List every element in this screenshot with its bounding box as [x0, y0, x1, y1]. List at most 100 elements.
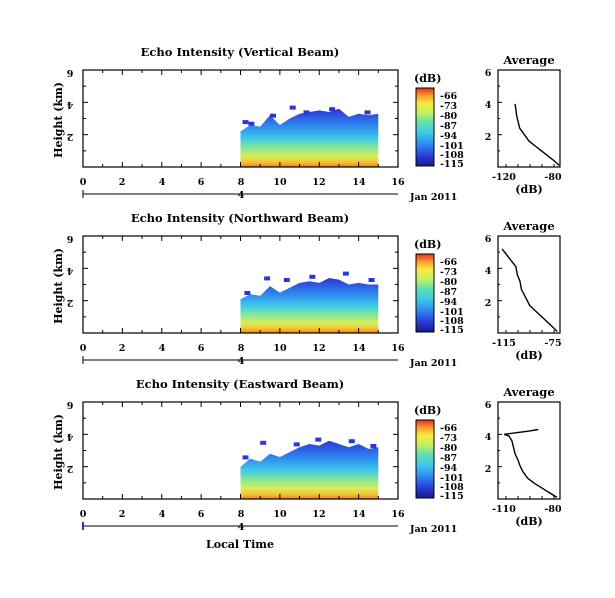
x-tick-label: 8 [238, 509, 245, 520]
x-tick-label: 6 [198, 177, 205, 188]
heatmap-area [240, 271, 379, 333]
colorbar: (dB) -66 -73 -80 -87 -94 -101 -108 -115 [414, 72, 464, 170]
echo-cell [244, 291, 251, 295]
colorbar-tick: -80 [440, 111, 458, 122]
profile-y-tick: 6 [485, 68, 492, 79]
colorbar-tick: -87 [440, 453, 457, 464]
profile-frame [497, 69, 561, 168]
panel-vertical-beam: Echo Intensity (Vertical Beam) Height (k… [52, 45, 562, 203]
colorbar: (dB) -66 -73 -80 -87 -94 -101 -108 -115 [414, 238, 464, 336]
y-tick-label: 2 [67, 463, 74, 474]
echo-cell [364, 110, 371, 115]
profile-x-label: (dB) [515, 515, 542, 528]
date-axis: 4 Jan 2011 Local Time [82, 522, 457, 551]
x-tick-label: 8 [238, 343, 245, 354]
profile-x-tick: -80 [544, 172, 562, 183]
y-axis: 2 4 6 [66, 67, 398, 168]
colorbar-tick: -80 [440, 277, 458, 288]
x-tick-label: 4 [159, 509, 166, 520]
profile-x-tick: -75 [544, 338, 561, 349]
x-axis-label: Local Time [206, 538, 274, 551]
profile-y-tick: 4 [485, 266, 492, 277]
echo-cell [289, 105, 296, 110]
colorbar-tick: -66 [440, 91, 458, 102]
profile-title: Average [502, 53, 554, 67]
profile-y-tick: 2 [485, 132, 492, 143]
y-tick-label: 4 [66, 99, 73, 110]
echo-cell [242, 455, 249, 460]
profile-y-tick: 6 [485, 234, 492, 245]
heatmap-area [240, 437, 379, 499]
y-tick-label: 2 [67, 131, 74, 142]
profile-panel: Average -115 -75 (dB) 2 4 6 [485, 219, 562, 362]
x-axis: 0 2 4 6 8 10 12 14 16 [80, 70, 405, 188]
echo-field [240, 278, 379, 333]
date-month-label: Jan 2011 [409, 192, 457, 203]
date-day-label: 4 [238, 190, 245, 201]
heatmap-area [240, 105, 379, 167]
profile-x-label: (dB) [515, 349, 542, 362]
echo-cell [248, 121, 255, 126]
profile-title: Average [502, 219, 554, 233]
x-tick-label: 10 [273, 509, 287, 520]
colorbar-label: (dB) [414, 72, 441, 85]
x-tick-label: 0 [80, 343, 87, 354]
y-axis: 2 4 6 [66, 233, 398, 334]
profile-x-tick: -120 [492, 172, 516, 183]
date-axis: 4 Jan 2011 [82, 190, 457, 203]
colorbar-tick: -94 [440, 463, 458, 474]
colorbar-tick: -94 [440, 297, 458, 308]
x-tick-label: 16 [391, 509, 405, 520]
colorbar-gradient [415, 419, 435, 499]
colorbar-tick: -115 [440, 325, 464, 336]
colorbar-tick: -94 [440, 131, 458, 142]
y-tick-label: 6 [66, 233, 73, 244]
average-profile-line [501, 248, 558, 332]
colorbar-label: (dB) [414, 404, 441, 417]
y-axis-label: Height (km) [52, 82, 65, 158]
echo-cell [293, 442, 300, 447]
x-tick-label: 12 [312, 177, 325, 188]
colorbar-tick: -73 [440, 433, 457, 444]
y-axis: 2 4 6 [66, 399, 398, 500]
average-profile-line [514, 103, 560, 166]
profile-y-tick: 4 [485, 432, 492, 443]
y-axis-label: Height (km) [52, 414, 65, 490]
colorbar-tick: -115 [440, 491, 464, 502]
echo-cell [342, 271, 349, 276]
panel-title: Echo Intensity (Vertical Beam) [141, 45, 340, 59]
colorbar-gradient [415, 87, 435, 167]
colorbar-tick: -101 [440, 473, 464, 484]
x-tick-label: 2 [119, 509, 126, 520]
echo-field [240, 440, 379, 499]
colorbar-tick: -108 [440, 316, 464, 327]
date-month-label: Jan 2011 [409, 524, 457, 535]
profile-frame [497, 235, 561, 334]
echo-cell [283, 278, 290, 282]
x-tick-label: 10 [273, 343, 287, 354]
profile-x-tick: -110 [492, 504, 516, 515]
colorbar-tick: -108 [440, 482, 464, 493]
x-tick-label: 16 [391, 177, 405, 188]
average-profile-line [503, 428, 558, 498]
date-axis: 4 Jan 2011 [82, 356, 457, 369]
echo-cell [368, 278, 375, 282]
x-tick-label: 12 [312, 509, 325, 520]
panel-title: Echo Intensity (Eastward Beam) [136, 377, 344, 391]
profile-x-tick: -115 [492, 338, 516, 349]
profile-y-tick: 6 [485, 400, 492, 411]
colorbar-label: (dB) [414, 238, 441, 251]
echo-cell [315, 437, 322, 442]
y-tick-label: 6 [66, 399, 73, 410]
x-tick-label: 10 [273, 177, 287, 188]
echo-cell [348, 439, 355, 444]
colorbar-tick: -73 [440, 267, 457, 278]
x-tick-label: 14 [352, 177, 366, 188]
echo-cell [329, 107, 336, 112]
x-tick-label: 16 [391, 343, 405, 354]
x-tick-label: 4 [159, 177, 166, 188]
profile-panel: Average -120 -80 (dB) 2 4 6 [485, 53, 562, 196]
echo-cell [260, 440, 267, 445]
profile-panel: Average -110 -80 (dB) 2 4 6 [485, 385, 562, 528]
